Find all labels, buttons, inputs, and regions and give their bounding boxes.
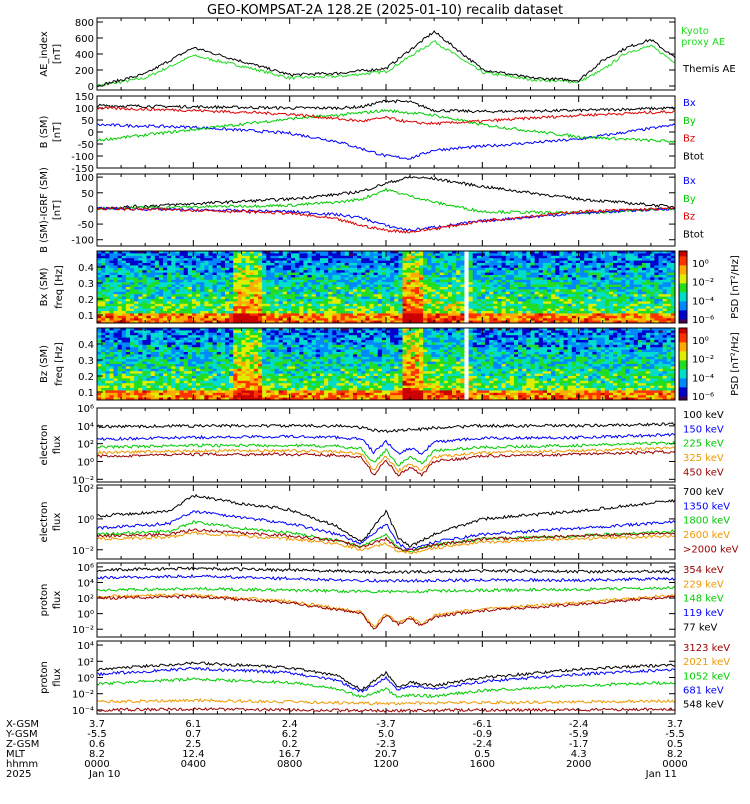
y-tick-label: 0.1	[78, 311, 94, 322]
legend-label: Btot	[683, 151, 704, 162]
y-axis-label: [nT]	[52, 44, 63, 64]
panel-3: 0.4 0.3 0.2 0.1 Bx (SM) freq [Hz] 10⁰ 10⁻² 10⁻⁴ 1…	[39, 251, 741, 326]
legend-label: Bz	[683, 212, 695, 223]
y-tick-label: 0.2	[78, 295, 94, 306]
y-tick-label: 100	[75, 173, 94, 184]
y-tick-label: 100	[75, 104, 94, 115]
legend-label: Bz	[683, 134, 695, 145]
series-line-btot	[97, 177, 675, 210]
y-tick-label: 0.3	[78, 279, 94, 290]
series-line-bx	[97, 124, 675, 160]
plot-title: GEO-KOMPSAT-2A 128.2E (2025-01-10) recal…	[207, 3, 563, 18]
series-line-kyoto-proxy-ae	[97, 41, 675, 88]
y-axis-label: [nT]	[52, 200, 63, 220]
y-axis-label: freq [Hz]	[54, 265, 65, 309]
series-line-themis-ae	[97, 31, 675, 87]
legend-label: By	[683, 194, 696, 205]
y-tick-label: 600	[75, 34, 94, 45]
colorbar-tick-label: 10⁰	[692, 259, 709, 270]
y-axis-label: B (SM)-IGRF (SM)	[39, 167, 50, 253]
colorbar-tick-label: 10⁻⁴	[692, 296, 714, 307]
legend-label: Btot	[683, 229, 704, 240]
legend-label: Kyoto	[681, 26, 709, 37]
panel-frame-0	[97, 18, 675, 90]
colorbar-label: PSD [nT²/Hz]	[730, 255, 741, 319]
y-tick-label: 200	[75, 66, 94, 77]
y-tick-label: 0	[88, 204, 94, 215]
series-line-bz	[97, 207, 675, 233]
series-line-bx	[97, 207, 675, 231]
y-tick-label: 50	[81, 116, 94, 127]
y-tick-label: 400	[75, 50, 94, 61]
legend-label: Bx	[683, 176, 696, 187]
y-tick-label: -100	[71, 152, 94, 163]
y-axis-label: AE_index	[39, 31, 50, 77]
y-axis-label: B (SM)	[39, 115, 50, 148]
y-axis-label: Bx (SM)	[39, 268, 50, 307]
y-tick-label: 800	[75, 18, 94, 29]
legend-label: Bx	[683, 98, 696, 109]
panel-4: 0.40.30.20.1Bz (SM)freq [Hz]10⁰10⁻²10⁻⁴1…	[39, 328, 741, 403]
y-tick-label: 150	[75, 92, 94, 103]
y-tick-label: -100	[71, 236, 94, 247]
y-axis-label: [nT]	[52, 122, 63, 142]
series-line-bz	[97, 107, 675, 125]
panel-2: 100 50 0 -50 -100 B (SM)-IGRF (SM)[nT] Bx By Bz B…	[39, 167, 704, 253]
colorbar-tick-label: 10⁻⁶	[692, 315, 714, 326]
y-tick-label: 50	[81, 189, 94, 200]
y-tick-label: 0.4	[78, 263, 94, 274]
colorbar-tick-label: 10⁻²	[692, 278, 714, 289]
y-tick-label: -50	[78, 220, 94, 231]
y-tick-label: -50	[78, 140, 94, 151]
y-tick-label: 0	[88, 128, 94, 139]
legend-label: Themis AE	[682, 64, 736, 75]
legend-label: By	[683, 116, 696, 127]
legend-label: proxy AE	[681, 37, 725, 48]
